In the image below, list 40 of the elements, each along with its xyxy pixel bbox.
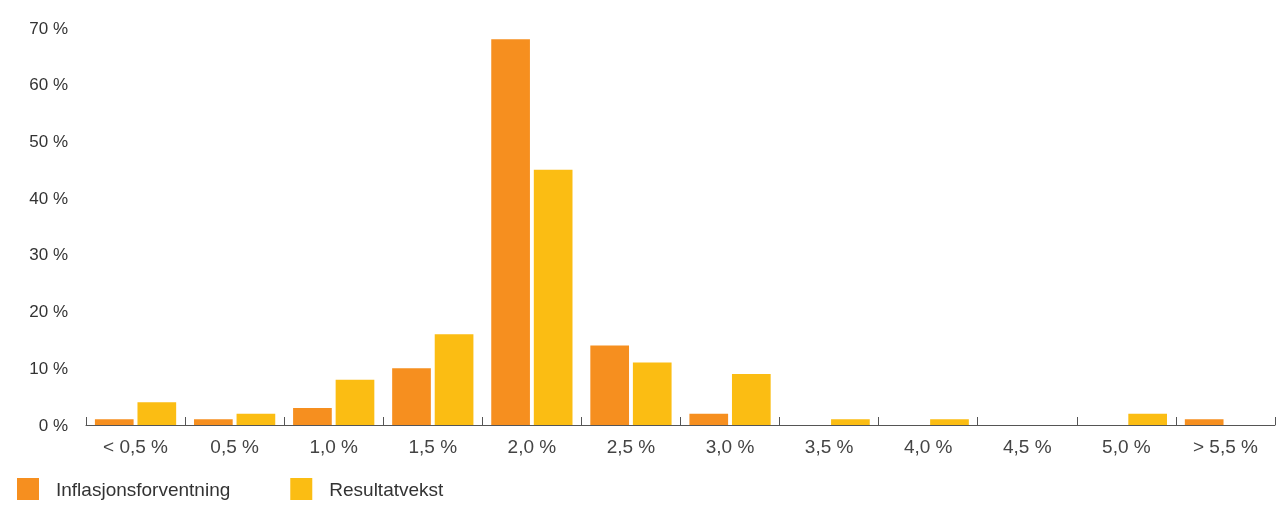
x-tick-label: 1,0 %	[309, 436, 359, 457]
bar	[930, 419, 969, 425]
x-tick-label: 1,5 %	[408, 436, 458, 457]
y-tick-label: 60 %	[29, 75, 68, 95]
bar	[335, 379, 375, 425]
bar	[1184, 419, 1224, 425]
x-tick-label: < 0,5 %	[103, 436, 169, 457]
y-tick-label: 10 %	[29, 358, 68, 378]
bar	[434, 334, 474, 425]
x-tick-label: 2,0 %	[507, 436, 557, 457]
bar	[689, 413, 729, 425]
x-tick-label: 2,5 %	[606, 436, 656, 457]
x-tick-label: 3,5 %	[804, 436, 854, 457]
bar	[590, 345, 630, 425]
bar	[731, 373, 771, 425]
bar	[491, 39, 530, 425]
bar	[293, 407, 332, 425]
bar	[831, 419, 870, 425]
x-tick-label: 4,0 %	[903, 436, 953, 457]
bar	[1128, 413, 1167, 425]
bar	[94, 419, 134, 425]
x-tick-label: 4,5 %	[1002, 436, 1052, 457]
bar	[392, 368, 431, 425]
x-tick-label: 3,0 %	[705, 436, 755, 457]
y-tick-label: 50 %	[29, 131, 68, 151]
y-tick-label: 70 %	[29, 18, 68, 38]
bar	[236, 413, 276, 425]
bar	[137, 402, 177, 425]
legend-label: Resultatvekst	[329, 478, 445, 500]
x-tick-label: 0,5 %	[210, 436, 260, 457]
bar	[533, 169, 573, 425]
legend-label: Inflasjonsforventning	[56, 478, 231, 500]
y-tick-label: 20 %	[29, 302, 68, 322]
y-tick-label: 0 %	[38, 415, 68, 435]
x-tick-label: > 5,5 %	[1192, 436, 1259, 457]
bar	[632, 362, 672, 425]
y-tick-label: 40 %	[29, 188, 68, 208]
bar	[194, 419, 233, 425]
x-tick-label: 5,0 %	[1102, 436, 1151, 457]
y-tick-label: 30 %	[29, 245, 68, 265]
